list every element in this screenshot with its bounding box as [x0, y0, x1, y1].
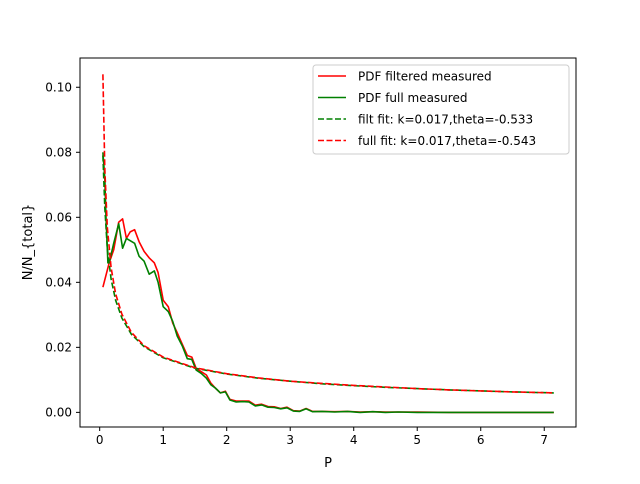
- legend-label: PDF filtered measured: [358, 70, 492, 84]
- legend-label: PDF full measured: [358, 91, 467, 105]
- plot-frame: [79, 57, 577, 428]
- series-line-2: [102, 152, 554, 414]
- y-tick-label: 0.06: [45, 210, 72, 224]
- y-tick-label: 0.08: [45, 145, 72, 159]
- legend-label: filt fit: k=0.017,theta=-0.533: [358, 113, 533, 127]
- x-tick-label: 7: [540, 433, 548, 447]
- x-tick-label: 2: [223, 433, 231, 447]
- y-axis-label: N/N_{total}: [21, 204, 36, 281]
- x-tick-label: 1: [159, 433, 167, 447]
- legend-label: full fit: k=0.017,theta=-0.543: [358, 134, 536, 148]
- x-tick-label: 4: [350, 433, 358, 447]
- series-line-3: [102, 155, 554, 394]
- legend-box: [312, 64, 570, 155]
- y-tick-label: 0.10: [45, 80, 72, 94]
- y-axis: 0.00 0.02 0.04 0.06 0.08 0.10: [45, 80, 80, 419]
- y-tick-label: 0.04: [45, 275, 72, 289]
- x-tick-label: 0: [96, 433, 104, 447]
- series-line-4: [102, 74, 554, 394]
- series-layer: [102, 74, 554, 414]
- x-axis-label: P: [324, 456, 332, 471]
- y-tick-label: 0.02: [45, 340, 72, 354]
- x-axis: 0 1 2 3 4 5 6 7: [96, 427, 548, 447]
- x-tick-label: 6: [477, 433, 485, 447]
- x-tick-label: 5: [413, 433, 421, 447]
- y-tick-label: 0.00: [45, 405, 72, 419]
- x-tick-label: 3: [286, 433, 294, 447]
- legend: PDF filtered measured PDF full measured fi…: [312, 64, 570, 155]
